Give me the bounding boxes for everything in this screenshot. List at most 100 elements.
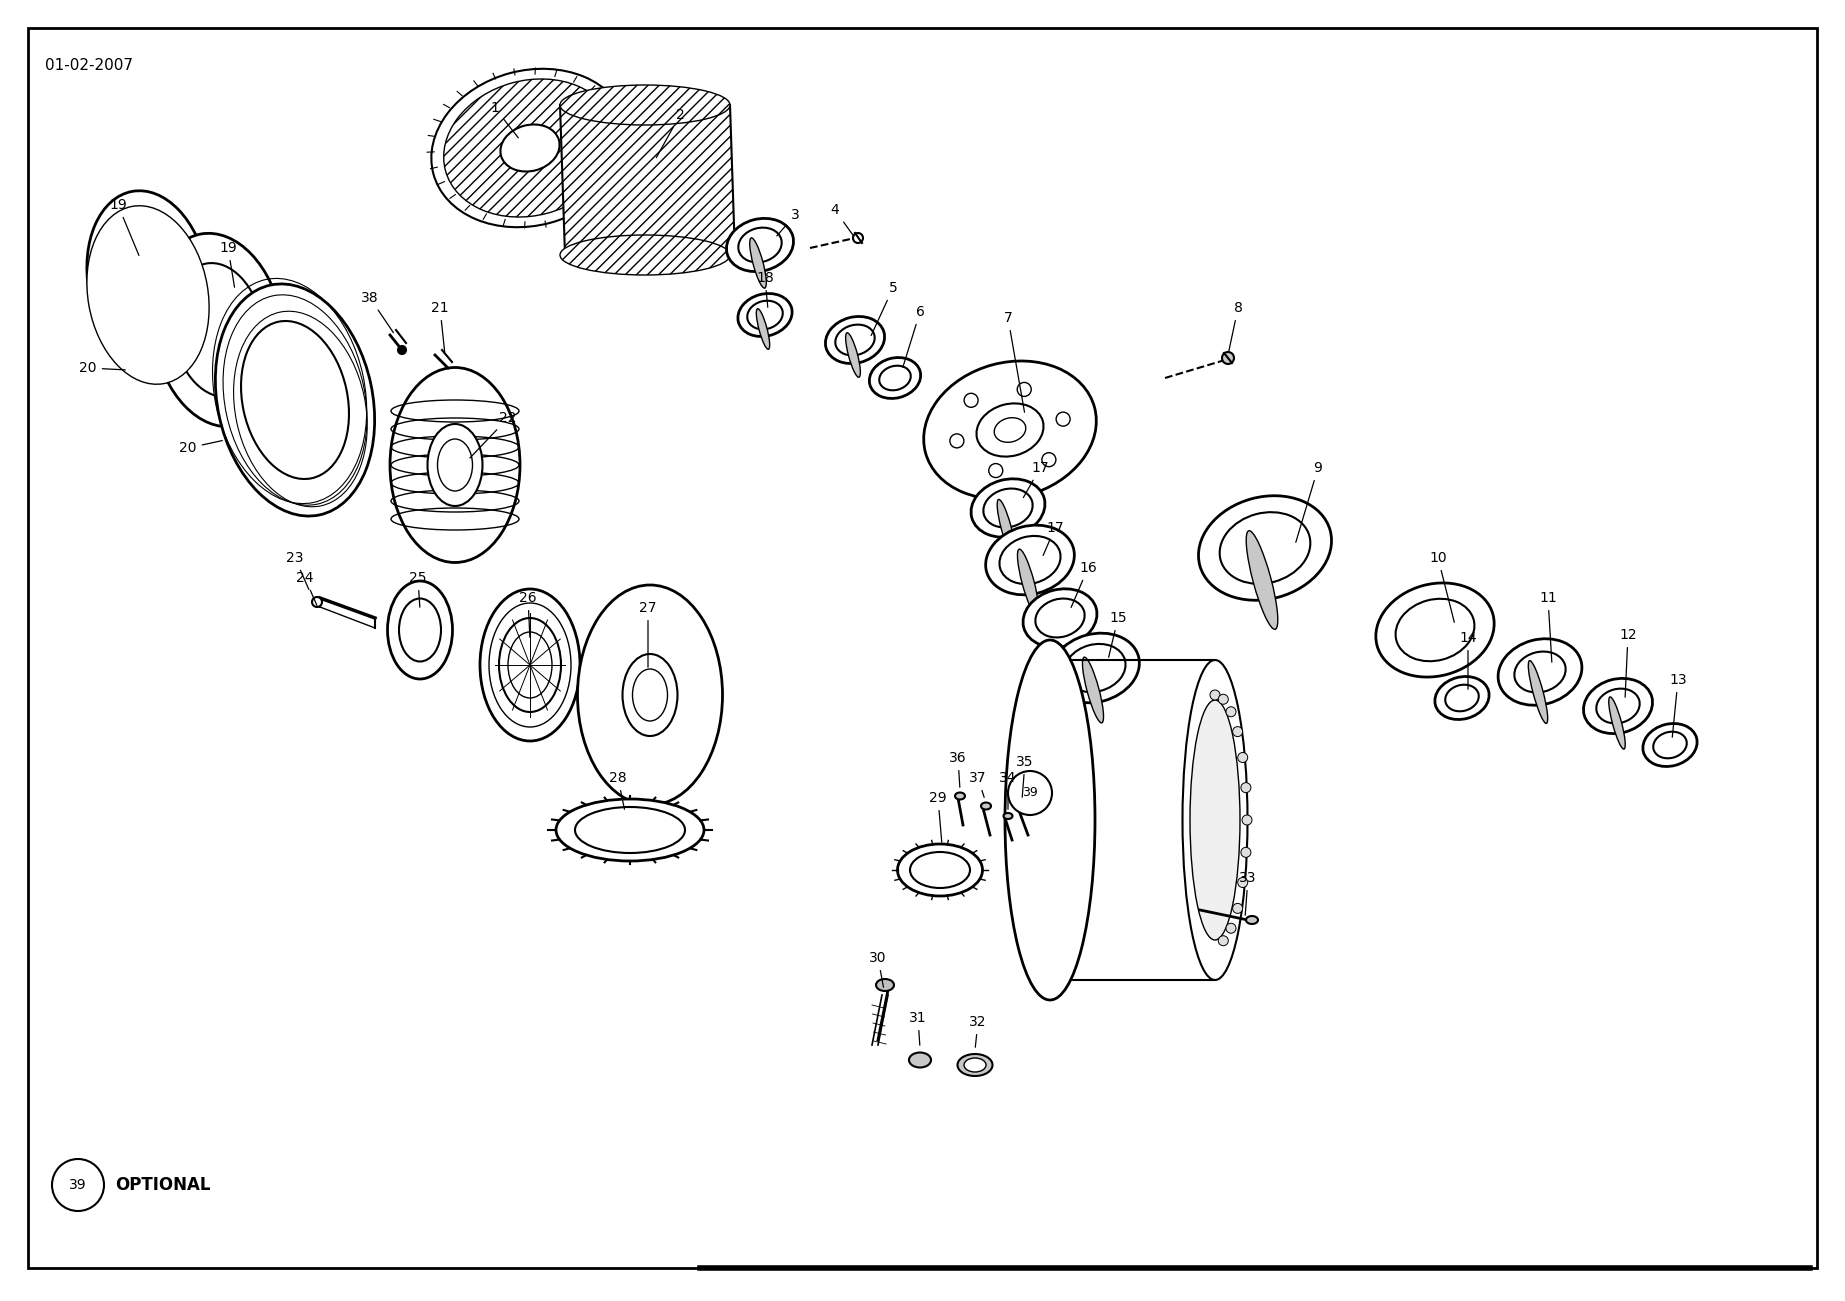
- Text: 36: 36: [948, 751, 967, 787]
- Text: 21: 21: [432, 301, 448, 353]
- Text: 39: 39: [1022, 787, 1039, 800]
- Ellipse shape: [1596, 688, 1640, 723]
- Ellipse shape: [727, 219, 793, 272]
- Ellipse shape: [963, 1058, 985, 1072]
- Ellipse shape: [880, 366, 911, 390]
- Ellipse shape: [500, 125, 559, 172]
- Ellipse shape: [443, 79, 616, 217]
- Text: 1: 1: [491, 101, 518, 138]
- Ellipse shape: [242, 321, 349, 479]
- Text: 38: 38: [362, 291, 393, 333]
- Ellipse shape: [399, 598, 441, 661]
- Ellipse shape: [747, 301, 782, 329]
- Circle shape: [950, 433, 963, 448]
- Ellipse shape: [1445, 684, 1478, 712]
- Text: OPTIONAL: OPTIONAL: [114, 1176, 210, 1194]
- Text: 32: 32: [969, 1015, 987, 1047]
- Ellipse shape: [1583, 678, 1653, 734]
- Ellipse shape: [633, 669, 668, 721]
- Ellipse shape: [756, 308, 769, 349]
- Ellipse shape: [1000, 536, 1061, 584]
- Text: 24: 24: [297, 571, 317, 605]
- Circle shape: [1238, 752, 1247, 762]
- Ellipse shape: [1035, 598, 1085, 637]
- Text: 35: 35: [1017, 755, 1033, 798]
- Ellipse shape: [107, 220, 188, 341]
- Ellipse shape: [738, 294, 792, 337]
- Circle shape: [1050, 729, 1070, 751]
- Ellipse shape: [1528, 661, 1548, 723]
- Ellipse shape: [924, 360, 1096, 500]
- Text: 16: 16: [1072, 561, 1098, 608]
- Text: 18: 18: [756, 271, 773, 307]
- Ellipse shape: [970, 479, 1044, 537]
- Circle shape: [1007, 771, 1052, 814]
- Circle shape: [1225, 706, 1236, 717]
- Polygon shape: [561, 105, 734, 255]
- Ellipse shape: [561, 85, 731, 125]
- Text: 2: 2: [657, 108, 684, 157]
- Ellipse shape: [87, 191, 208, 369]
- Circle shape: [1232, 727, 1244, 736]
- Circle shape: [1242, 847, 1251, 857]
- Text: 3: 3: [777, 208, 799, 235]
- Circle shape: [989, 463, 1004, 477]
- Ellipse shape: [622, 654, 677, 736]
- Text: 4: 4: [830, 203, 854, 235]
- Ellipse shape: [480, 589, 579, 742]
- Ellipse shape: [983, 489, 1033, 527]
- Ellipse shape: [749, 238, 766, 288]
- Circle shape: [312, 597, 323, 608]
- Ellipse shape: [216, 284, 375, 516]
- Ellipse shape: [576, 807, 684, 853]
- Circle shape: [1238, 877, 1247, 887]
- Ellipse shape: [387, 582, 452, 679]
- Text: 25: 25: [410, 571, 426, 608]
- Circle shape: [1055, 412, 1070, 427]
- Circle shape: [1221, 353, 1234, 364]
- Text: 27: 27: [638, 601, 657, 667]
- Ellipse shape: [982, 803, 991, 809]
- Ellipse shape: [836, 325, 875, 355]
- Text: 22: 22: [470, 411, 517, 458]
- Text: 14: 14: [1459, 631, 1476, 690]
- Ellipse shape: [1190, 700, 1240, 941]
- Ellipse shape: [1609, 697, 1625, 749]
- Ellipse shape: [1006, 640, 1094, 1000]
- Ellipse shape: [910, 1053, 932, 1068]
- Circle shape: [1218, 695, 1229, 704]
- Text: 5: 5: [871, 281, 897, 336]
- Ellipse shape: [910, 852, 970, 889]
- Text: 15: 15: [1109, 611, 1127, 657]
- Text: 37: 37: [969, 771, 987, 798]
- Ellipse shape: [1017, 549, 1039, 615]
- Ellipse shape: [956, 792, 965, 800]
- Text: 34: 34: [1000, 771, 1017, 809]
- Ellipse shape: [876, 978, 895, 991]
- Text: 20: 20: [79, 360, 125, 375]
- Ellipse shape: [1183, 660, 1247, 980]
- Text: 39: 39: [70, 1177, 87, 1192]
- Ellipse shape: [1498, 639, 1581, 705]
- Ellipse shape: [1642, 723, 1697, 766]
- Circle shape: [1242, 814, 1253, 825]
- Circle shape: [965, 393, 978, 407]
- Text: 6: 6: [902, 304, 924, 367]
- Ellipse shape: [976, 403, 1044, 457]
- Circle shape: [852, 233, 863, 243]
- Text: 17: 17: [1024, 461, 1048, 497]
- Ellipse shape: [845, 333, 860, 377]
- Ellipse shape: [996, 500, 1015, 554]
- Circle shape: [1050, 889, 1070, 911]
- Circle shape: [1042, 453, 1055, 467]
- Ellipse shape: [428, 424, 483, 506]
- Ellipse shape: [994, 418, 1026, 442]
- Ellipse shape: [507, 632, 552, 699]
- Circle shape: [1232, 903, 1244, 913]
- Ellipse shape: [1220, 513, 1310, 584]
- Ellipse shape: [1515, 652, 1566, 692]
- Text: 12: 12: [1620, 628, 1637, 697]
- Text: 26: 26: [518, 591, 537, 637]
- Ellipse shape: [1017, 803, 1028, 809]
- Ellipse shape: [1022, 589, 1098, 647]
